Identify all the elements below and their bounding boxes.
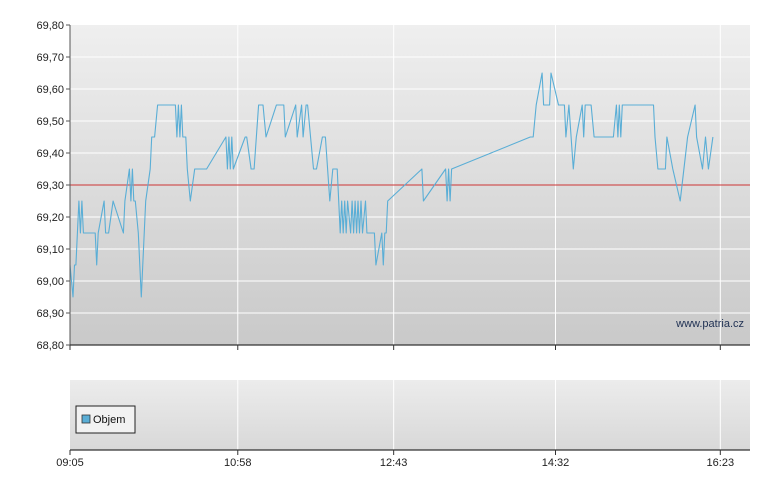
y-tick-label: 68,90	[36, 308, 64, 320]
price-chart: 69,80 69,70 69,60 69,50 69,40 69,30 69,20 69,10…	[36, 20, 750, 352]
y-tick-label: 69,80	[36, 20, 64, 32]
y-tick-label: 69,40	[36, 148, 64, 160]
y-tick-label: 68,80	[36, 340, 64, 352]
price-series-line	[69, 72, 714, 298]
y-tick-label: 69,20	[36, 212, 64, 224]
legend-box	[75, 405, 136, 434]
x-tick-label: 09:05	[56, 457, 84, 469]
legend-label: Objem	[93, 414, 125, 426]
x-tick-label: 14:32	[542, 457, 570, 469]
y-tick-label: 69,60	[36, 84, 64, 96]
x-tick-label: 12:43	[380, 457, 408, 469]
x-tick-label: 16:23	[707, 457, 735, 469]
x-tick-label: 10:58	[224, 457, 252, 469]
y-tick-label: 69,50	[36, 116, 64, 128]
volume-legend: Objem	[75, 405, 136, 434]
y-tick-label: 69,00	[36, 276, 64, 288]
y-tick-label: 69,30	[36, 180, 64, 192]
legend-swatch	[81, 414, 91, 424]
volume-chart: Objem	[70, 380, 750, 451]
x-axis: 09:05 10:58 12:43 14:32 16:23	[56, 450, 734, 469]
y-tick-label: 69,10	[36, 244, 64, 256]
volume-plot-background	[70, 380, 750, 450]
y-tick-label: 69,70	[36, 52, 64, 64]
watermark: www.patria.cz	[675, 318, 744, 330]
